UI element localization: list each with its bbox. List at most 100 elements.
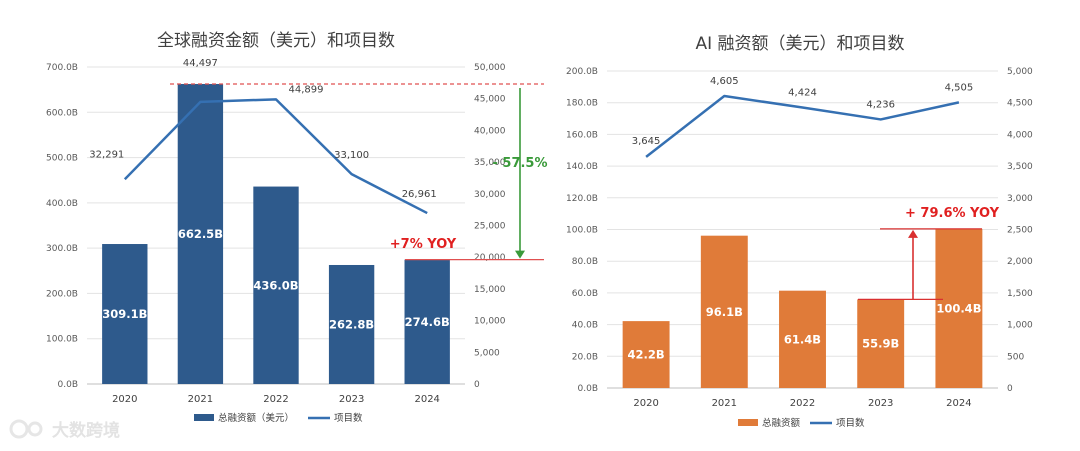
bar-value-label: 42.2B: [628, 348, 665, 362]
bar-value-label: 662.5B: [178, 227, 223, 241]
x-tick-label: 2023: [339, 394, 364, 405]
x-tick-label: 2022: [263, 394, 288, 405]
x-tick-label: 2023: [868, 398, 893, 409]
bar-value-label: 96.1B: [706, 305, 743, 319]
bar: [102, 244, 148, 384]
bar-series: 309.1B 662.5B 436.0B 262.8B 274.6B: [102, 83, 450, 384]
bar: [622, 321, 670, 388]
line-point-label: 33,100: [334, 150, 369, 161]
line-path: [645, 94, 960, 158]
annotations: - 57.5% +7% YOY: [170, 83, 548, 261]
bar: [404, 259, 450, 384]
bar-value-label: 262.8B: [329, 317, 374, 331]
bar-value-label: 100.4B: [936, 301, 981, 315]
y-axis-right: 0 500 1,000 1,500 2,000 2,500 3,000 3,500 4,000 4…: [1007, 67, 1033, 394]
legend-bar-swatch: [738, 419, 758, 426]
y-tick-right: 4,000: [1007, 130, 1033, 140]
y-tick-right: 25,000: [474, 222, 506, 232]
line-point-label: 26,961: [402, 189, 437, 200]
y-tick-left: 0.0B: [578, 384, 599, 394]
y-tick-right: 5,000: [1007, 67, 1033, 77]
chart-ai-funding: AI 融资额（美元）和项目数 0.0B 20.0B 40.0B 60.0B 80.0B 1…: [566, 34, 1033, 429]
y-tick-left: 600.0B: [46, 108, 78, 118]
chart-global-funding: 全球融资金额（美元）和项目数 0.0B 100.0B 200.0B 300.0B 400…: [46, 31, 547, 424]
line-point-label: 4,605: [710, 76, 739, 87]
y-axis-left: 0.0B 20.0B 40.0B 60.0B 80.0B 100.0B 120.0B 140.…: [566, 67, 598, 394]
watermark: 大数跨境: [9, 419, 120, 441]
x-axis: 2020 2021 2022 2023 2024: [633, 398, 971, 409]
y-tick-right: 15,000: [474, 285, 506, 295]
watermark-logo-icon: [27, 421, 43, 437]
line-point-label: 44,899: [289, 84, 324, 95]
y-tick-right: 10,000: [474, 317, 506, 327]
change-annotation: + 79.6% YOY: [905, 206, 1000, 221]
y-tick-left: 80.0B: [572, 257, 598, 267]
y-tick-right: 1,500: [1007, 289, 1033, 299]
y-tick-left: 120.0B: [566, 194, 598, 204]
x-tick-label: 2021: [188, 394, 213, 405]
y-tick-left: 500.0B: [46, 154, 78, 164]
bar: [328, 264, 375, 384]
y-tick-left: 200.0B: [46, 289, 78, 299]
y-tick-left: 180.0B: [566, 99, 598, 109]
y-axis-right: 0 5,000 10,000 15,000 20,000 25,000 30,000 35,0…: [474, 63, 506, 390]
bar-value-label: 55.9B: [862, 337, 899, 351]
y-tick-left: 400.0B: [46, 199, 78, 209]
x-tick-label: 2020: [112, 394, 137, 405]
line-series: 3,645 4,605 4,424 4,236 4,505: [632, 76, 973, 158]
watermark-text: 大数跨境: [52, 420, 120, 441]
y-tick-right: 3,000: [1007, 194, 1033, 204]
y-tick-right: 20,000: [474, 253, 506, 263]
y-tick-right: 500: [1007, 352, 1024, 362]
legend-bar-label: 总融资额（美元）: [218, 412, 294, 424]
yoy-annotation: +7% YOY: [390, 237, 457, 252]
y-tick-left: 60.0B: [572, 289, 598, 299]
bar: [253, 186, 299, 384]
y-tick-left: 40.0B: [572, 321, 598, 331]
y-tick-right: 5,000: [474, 348, 500, 358]
y-tick-right: 50,000: [474, 63, 506, 73]
bar: [779, 290, 826, 388]
x-tick-label: 2024: [414, 394, 439, 405]
y-tick-right: 4,500: [1007, 99, 1033, 109]
bar: [177, 83, 224, 384]
y-tick-right: 0: [1007, 384, 1013, 394]
y-tick-right: 2,000: [1007, 257, 1033, 267]
y-axis-left: 0.0B 100.0B 200.0B 300.0B 400.0B 500.0B 600.0B…: [46, 63, 78, 390]
y-tick-left: 700.0B: [46, 63, 78, 73]
bar-series: 42.2B 96.1B 61.4B 55.9B 100.4B: [622, 228, 983, 388]
legend-line-label: 项目数: [836, 417, 865, 429]
chart-title: AI 融资额（美元）和项目数: [695, 34, 904, 54]
line-path: [123, 98, 428, 215]
change-arrow-head: [515, 250, 525, 259]
line-point-label: 44,497: [183, 58, 218, 69]
y-tick-right: 40,000: [474, 126, 506, 136]
legend: 总融资额（美元） 项目数: [194, 412, 363, 424]
y-tick-right: 3,500: [1007, 162, 1033, 172]
x-tick-label: 2020: [633, 398, 658, 409]
x-axis: 2020 2021 2022 2023 2024: [112, 394, 440, 405]
bar: [935, 228, 983, 388]
y-tick-right: 1,000: [1007, 321, 1033, 331]
line-point-label: 4,424: [788, 88, 817, 99]
bar-value-label: 274.6B: [405, 315, 450, 329]
line-point-label: 3,645: [632, 136, 661, 147]
y-tick-left: 100.0B: [46, 335, 78, 345]
y-tick-left: 200.0B: [566, 67, 598, 77]
x-tick-label: 2022: [790, 398, 815, 409]
y-tick-left: 0.0B: [58, 380, 79, 390]
change-arrow-head: [908, 229, 918, 238]
y-tick-left: 140.0B: [566, 162, 598, 172]
y-tick-left: 20.0B: [572, 352, 598, 362]
y-tick-right: 30,000: [474, 190, 506, 200]
y-tick-left: 100.0B: [566, 226, 598, 236]
line-point-label: 4,236: [866, 99, 895, 110]
line-series: 32,291 44,497 44,899 33,100 26,961: [89, 58, 437, 215]
y-tick-right: 35,000: [474, 158, 506, 168]
y-tick-right: 0: [474, 380, 480, 390]
x-tick-label: 2024: [946, 398, 971, 409]
annotations: + 79.6% YOY: [858, 206, 1000, 300]
x-tick-label: 2021: [712, 398, 737, 409]
legend-line-label: 项目数: [334, 412, 363, 424]
